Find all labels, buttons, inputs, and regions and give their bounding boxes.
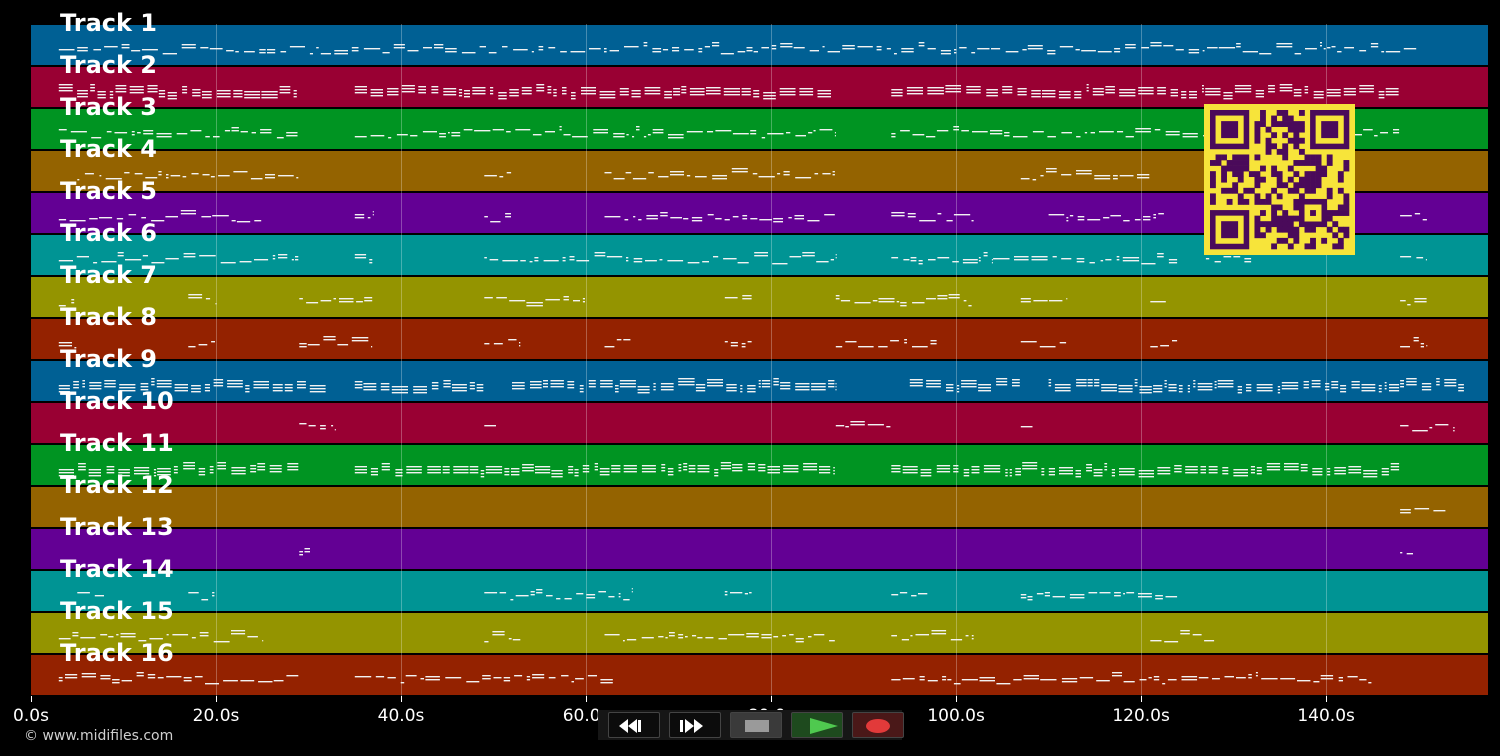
tick-label: 60.0s [562,706,610,726]
grid-line [1141,24,1143,696]
track-notes-4 [77,168,1150,181]
track-label-3: Track 3 [60,93,158,121]
track-notes-6 [58,252,1427,265]
track-label-8: Track 8 [60,303,158,331]
track-notes-9 [58,378,1464,394]
tick-mark [31,696,32,702]
track-label-6: Track 6 [60,219,158,247]
track-notes-14 [77,588,1178,601]
track-lane-13 [31,528,1488,569]
track-label-2: Track 2 [60,51,158,79]
tick-label: 0.0s [13,706,49,726]
tick-mark [216,696,218,702]
grid-line [401,24,403,696]
track-notes-7 [58,294,1427,307]
track-notes-13 [299,548,1413,556]
qr-code [1204,104,1355,255]
grid-line [1326,24,1328,696]
record-button[interactable] [852,712,904,738]
track-label-7: Track 7 [60,261,158,289]
fast-forward-button[interactable] [669,712,721,738]
track-notes-11 [58,462,1400,478]
rewind-button[interactable] [608,712,660,738]
track-notes-8 [58,336,1428,349]
track-lane-14 [31,570,1488,611]
tick-label: 120.0s [1112,706,1170,726]
stop-button[interactable] [730,712,782,738]
track-lane-15 [31,612,1488,653]
tick-label: 140.0s [1297,706,1355,726]
tick-mark [1326,696,1328,702]
tick-label: 40.0s [377,706,425,726]
transport-controls [598,710,904,740]
track-notes-15 [58,630,1215,643]
track-lane-7 [31,276,1488,317]
tick-label: 100.0s [927,706,985,726]
track-label-13: Track 13 [60,513,174,541]
play-icon [810,718,838,734]
record-icon [866,719,890,733]
track-label-11: Track 11 [60,429,174,457]
track-lane-16 [31,654,1488,695]
track-label-10: Track 10 [60,387,174,415]
copyright-text: © www.midifiles.com [24,728,174,744]
grid-line [956,24,958,696]
track-notes-10 [299,421,1455,432]
track-label-16: Track 16 [60,639,174,667]
track-lane-2 [31,66,1488,107]
stop-icon [745,720,769,732]
track-notes-16 [58,672,1372,685]
track-label-1: Track 1 [60,9,158,37]
play-button[interactable] [791,712,843,738]
track-notes-1 [58,42,1417,55]
tick-label: 20.0s [192,706,240,726]
track-lane-9 [31,360,1488,401]
tick-mark [771,696,773,702]
track-lane-8 [31,318,1488,359]
track-label-12: Track 12 [60,471,174,499]
rewind-icon [619,719,641,733]
track-label-4: Track 4 [60,135,158,163]
track-notes-2 [58,84,1399,100]
tick-mark [401,696,403,702]
track-notes-5 [58,210,1427,223]
track-lane-11 [31,444,1488,485]
tick-mark [586,696,588,702]
track-lane-10 [31,402,1488,443]
track-label-15: Track 15 [60,597,174,625]
grid-line [216,24,218,696]
track-lane-1 [31,24,1488,65]
track-label-5: Track 5 [60,177,158,205]
track-label-14: Track 14 [60,555,174,583]
fast-forward-icon [680,719,703,733]
track-notes-12 [1400,508,1446,514]
track-label-9: Track 9 [60,345,158,373]
grid-line [586,24,588,696]
tick-mark [1141,696,1143,702]
track-lane-12 [31,486,1488,527]
grid-line [771,24,773,696]
tick-mark [956,696,958,702]
